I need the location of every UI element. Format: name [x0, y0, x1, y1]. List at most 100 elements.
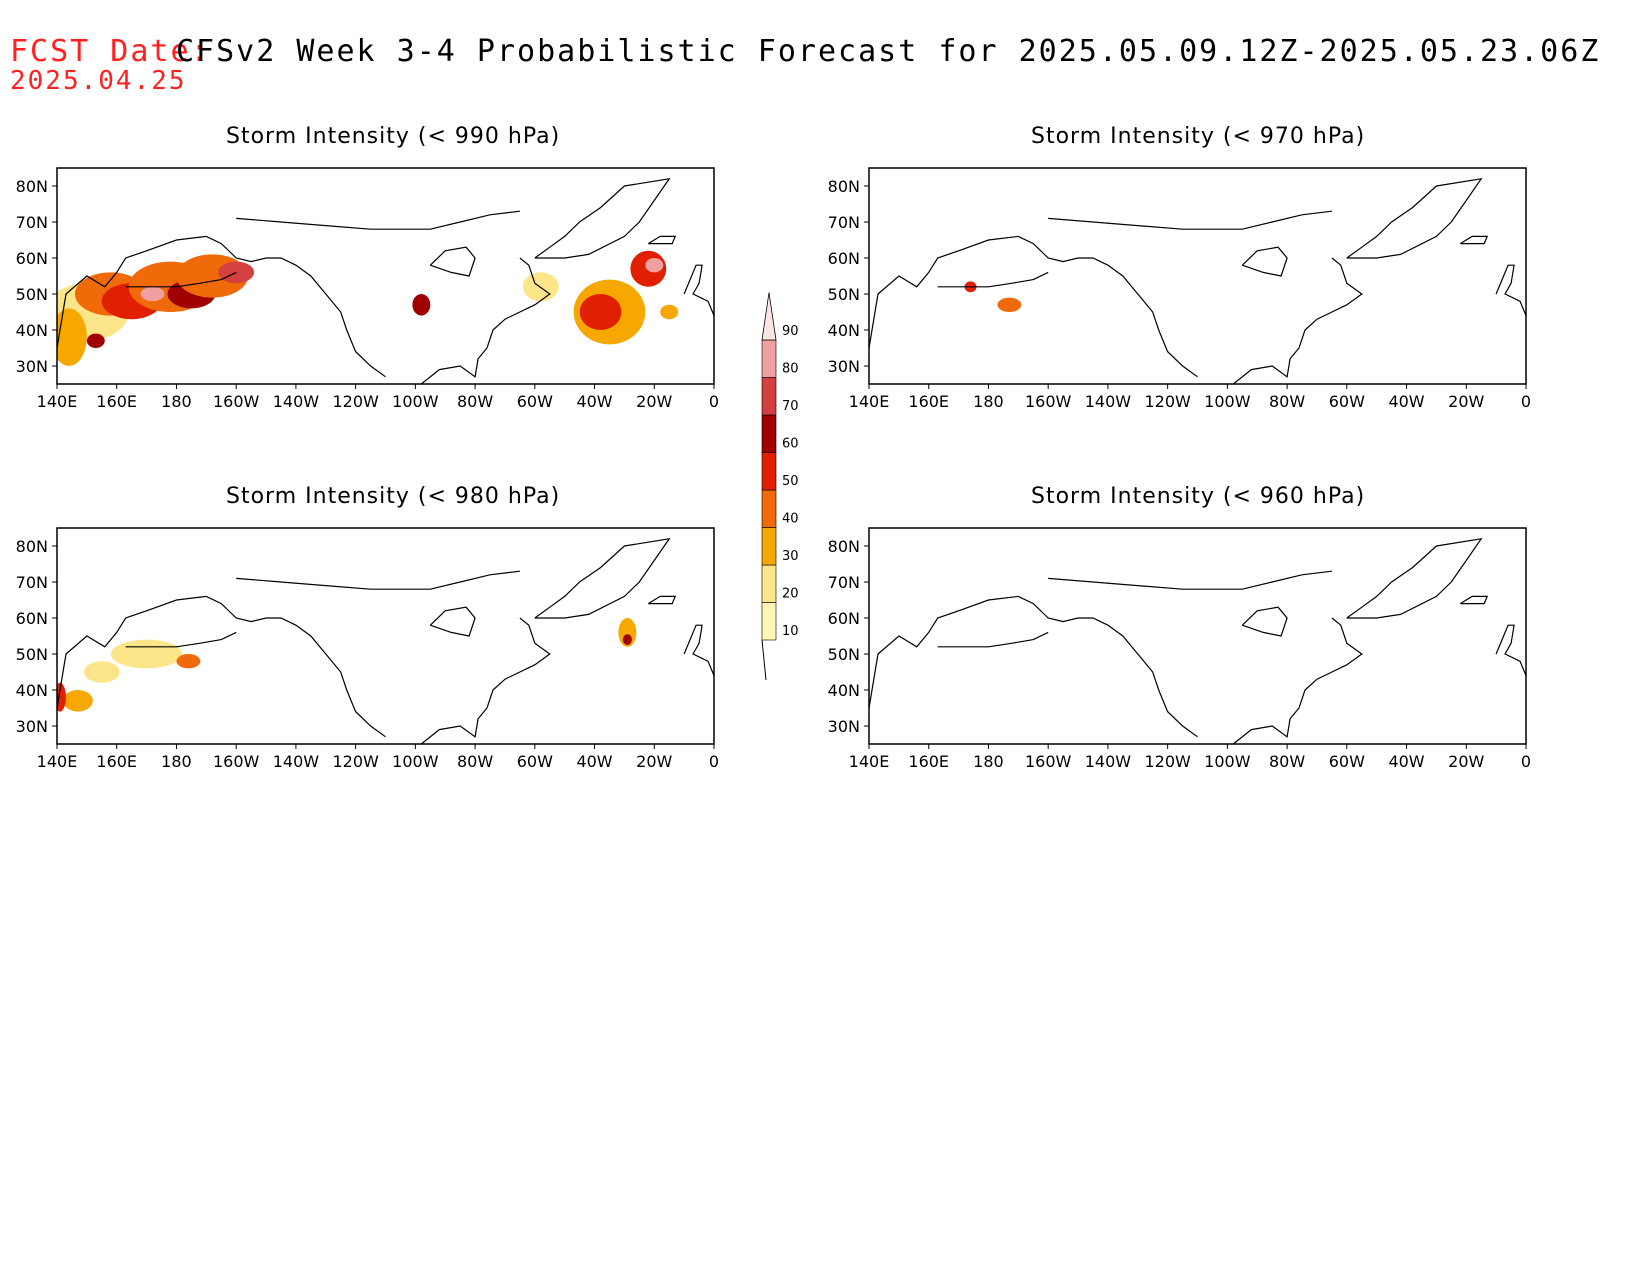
- lon-tick-label: 180: [973, 392, 1004, 411]
- colorbar-segment: [761, 564, 777, 603]
- panel-title-970: Storm Intensity (< 970 hPa): [1031, 124, 1366, 149]
- lon-tick-label: 20W: [636, 752, 672, 771]
- probability-area: [176, 654, 201, 669]
- panel-title-990: Storm Intensity (< 990 hPa): [226, 124, 561, 149]
- lat-tick-label: 70N: [16, 213, 48, 232]
- lon-tick-label: 100W: [1204, 392, 1251, 411]
- lon-tick-label: 140W: [1085, 752, 1132, 771]
- probability-area: [83, 661, 120, 683]
- lon-tick-label: 140W: [273, 752, 320, 771]
- map-panel-3: 80N 70N 60N 50N 40N 30N 140E 160E 180 160W 140W 120…: [828, 527, 1531, 771]
- lon-tick-label: 160E: [908, 392, 949, 411]
- lon-tick-label: 140E: [37, 392, 78, 411]
- lon-tick-label: 180: [161, 392, 192, 411]
- lat-tick-label: 70N: [828, 213, 860, 232]
- lat-tick-label: 60N: [16, 249, 48, 268]
- lat-tick-label: 70N: [828, 573, 860, 592]
- lon-tick-label: 160E: [908, 752, 949, 771]
- coastline: [420, 617, 551, 744]
- coastline: [206, 235, 386, 378]
- lon-tick-label: 140E: [849, 392, 890, 411]
- colorbar-segment: [761, 489, 777, 528]
- colorbar-label: 90: [782, 324, 799, 339]
- colorbar-tail: [761, 639, 767, 681]
- probability-area: [412, 294, 431, 316]
- panel-title-980: Storm Intensity (< 980 hPa): [226, 484, 561, 509]
- lon-tick-label: 80W: [457, 392, 493, 411]
- colorbar: 10 20 30 40 50 60 70 80 90: [761, 292, 799, 681]
- lon-tick-label: 160W: [1025, 392, 1072, 411]
- lon-tick-label: 60W: [517, 392, 553, 411]
- lon-tick-label: 120W: [1144, 752, 1191, 771]
- colorbar-label: 20: [782, 587, 799, 602]
- lon-tick-label: 0: [1521, 392, 1531, 411]
- probability-area: [62, 690, 93, 712]
- colorbar-segment: [761, 339, 777, 378]
- lat-tick-label: 60N: [828, 609, 860, 628]
- lon-tick-label: 160E: [96, 392, 137, 411]
- coastline: [206, 595, 386, 738]
- colorbar-label: 40: [782, 512, 799, 527]
- lon-tick-label: 40W: [576, 752, 612, 771]
- colorbar-segment: [761, 452, 777, 491]
- lat-tick-label: 30N: [828, 357, 860, 376]
- coastline: [937, 631, 1049, 648]
- coastline: [647, 235, 677, 245]
- map-frame: [56, 167, 715, 385]
- lat-tick-label: 40N: [16, 321, 48, 340]
- lat-tick-label: 80N: [828, 537, 860, 556]
- lon-tick-label: 160W: [213, 752, 260, 771]
- coastline: [1346, 177, 1483, 259]
- colorbar-label: 30: [782, 549, 799, 564]
- probability-area: [86, 333, 105, 348]
- coastline: [125, 631, 237, 648]
- coastline: [1495, 264, 1526, 316]
- lon-tick-label: 80W: [1269, 752, 1305, 771]
- coastline: [236, 570, 520, 590]
- coastline: [1459, 595, 1489, 605]
- probability-area: [997, 297, 1022, 312]
- lon-tick-label: 100W: [1204, 752, 1251, 771]
- lat-tick-label: 50N: [16, 645, 48, 664]
- lon-tick-label: 40W: [1388, 392, 1424, 411]
- map-content: [57, 177, 714, 384]
- probability-area: [660, 304, 679, 320]
- map-content: [869, 537, 1526, 744]
- coastline: [429, 246, 476, 277]
- lon-tick-label: 0: [1521, 752, 1531, 771]
- colorbar-label: 50: [782, 474, 799, 489]
- coastline: [683, 264, 714, 316]
- coastline: [1241, 246, 1288, 277]
- coastline: [1232, 617, 1363, 744]
- coastline: [1495, 624, 1526, 676]
- lon-tick-label: 100W: [392, 392, 439, 411]
- coastline: [534, 177, 671, 259]
- map-content: [57, 537, 714, 744]
- lat-tick-label: 40N: [828, 321, 860, 340]
- coastline: [683, 624, 714, 676]
- colorbar-segment: [761, 377, 777, 416]
- map-frame: [56, 527, 715, 745]
- probability-area: [57, 682, 66, 712]
- probability-area: [57, 308, 87, 366]
- lat-tick-label: 50N: [828, 645, 860, 664]
- lon-tick-label: 20W: [1448, 752, 1484, 771]
- lat-tick-label: 40N: [16, 681, 48, 700]
- panel-title-960: Storm Intensity (< 960 hPa): [1031, 484, 1366, 509]
- map-content: [869, 177, 1526, 384]
- lon-tick-label: 40W: [1388, 752, 1424, 771]
- forecast-date-label: FCST Date:: [10, 34, 211, 69]
- lon-tick-label: 100W: [392, 752, 439, 771]
- lon-tick-label: 140E: [37, 752, 78, 771]
- lon-tick-label: 120W: [1144, 392, 1191, 411]
- probability-area: [579, 294, 622, 330]
- coastline: [1459, 235, 1489, 245]
- probability-area: [622, 634, 632, 645]
- lon-tick-label: 140E: [849, 752, 890, 771]
- lat-tick-label: 80N: [16, 177, 48, 196]
- coastline: [1048, 570, 1332, 590]
- lon-tick-label: 40W: [576, 392, 612, 411]
- figure-title: CFSv2 Week 3-4 Probabilistic Forecast fo…: [176, 34, 1601, 69]
- coastline: [236, 210, 520, 230]
